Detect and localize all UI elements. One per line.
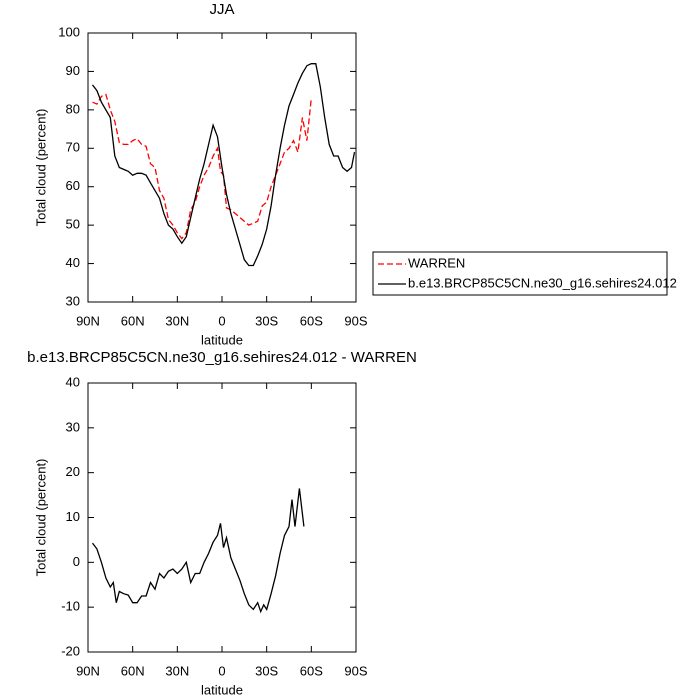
y-tick-label: 60: [66, 178, 80, 193]
y-tick-label: 20: [66, 464, 80, 479]
x-tick-label: 0: [218, 663, 225, 678]
x-axis-title: latitude: [201, 682, 243, 697]
y-tick-label: 100: [58, 24, 80, 39]
data-line: [91, 63, 356, 267]
x-tick-label: 60N: [121, 313, 145, 328]
y-tick-label: 70: [66, 140, 80, 155]
x-axis-title: latitude: [201, 332, 243, 347]
legend-label: b.e13.BRCP85C5CN.ne30_g16.sehires24.012: [408, 275, 677, 290]
x-tick-label: 90N: [76, 313, 100, 328]
y-tick-label: 50: [66, 217, 80, 232]
x-tick-label: 90S: [344, 313, 367, 328]
y-tick-label: -20: [61, 643, 80, 658]
data-line: [92, 93, 312, 240]
legend-label: WARREN: [408, 255, 465, 270]
x-tick-label: 60S: [300, 663, 323, 678]
x-tick-label: 90S: [344, 663, 367, 678]
y-tick-label: 40: [66, 374, 80, 389]
chart-title: JJA: [209, 1, 234, 18]
x-tick-label: 30S: [255, 663, 278, 678]
y-tick-label: 30: [66, 419, 80, 434]
x-tick-label: 30N: [165, 313, 189, 328]
x-tick-label: 30N: [165, 663, 189, 678]
x-tick-label: 60N: [121, 663, 145, 678]
data-line: [91, 488, 305, 614]
chart-title: b.e13.BRCP85C5CN.ne30_g16.sehires24.012 …: [27, 349, 417, 366]
x-tick-label: 90N: [76, 663, 100, 678]
legend-box: [372, 251, 668, 296]
x-tick-label: 30S: [255, 313, 278, 328]
y-axis-title: Total cloud (percent): [33, 459, 48, 577]
y-tick-label: 10: [66, 509, 80, 524]
plot-frame: [87, 382, 357, 653]
x-tick-label: 0: [218, 313, 225, 328]
x-tick-label: 60S: [300, 313, 323, 328]
y-axis-title: Total cloud (percent): [33, 109, 48, 227]
y-tick-label: 80: [66, 101, 80, 116]
y-tick-label: -10: [61, 599, 80, 614]
y-tick-label: 90: [66, 63, 80, 78]
y-tick-label: 30: [66, 293, 80, 308]
y-tick-label: 0: [73, 554, 80, 569]
y-tick-label: 40: [66, 255, 80, 270]
